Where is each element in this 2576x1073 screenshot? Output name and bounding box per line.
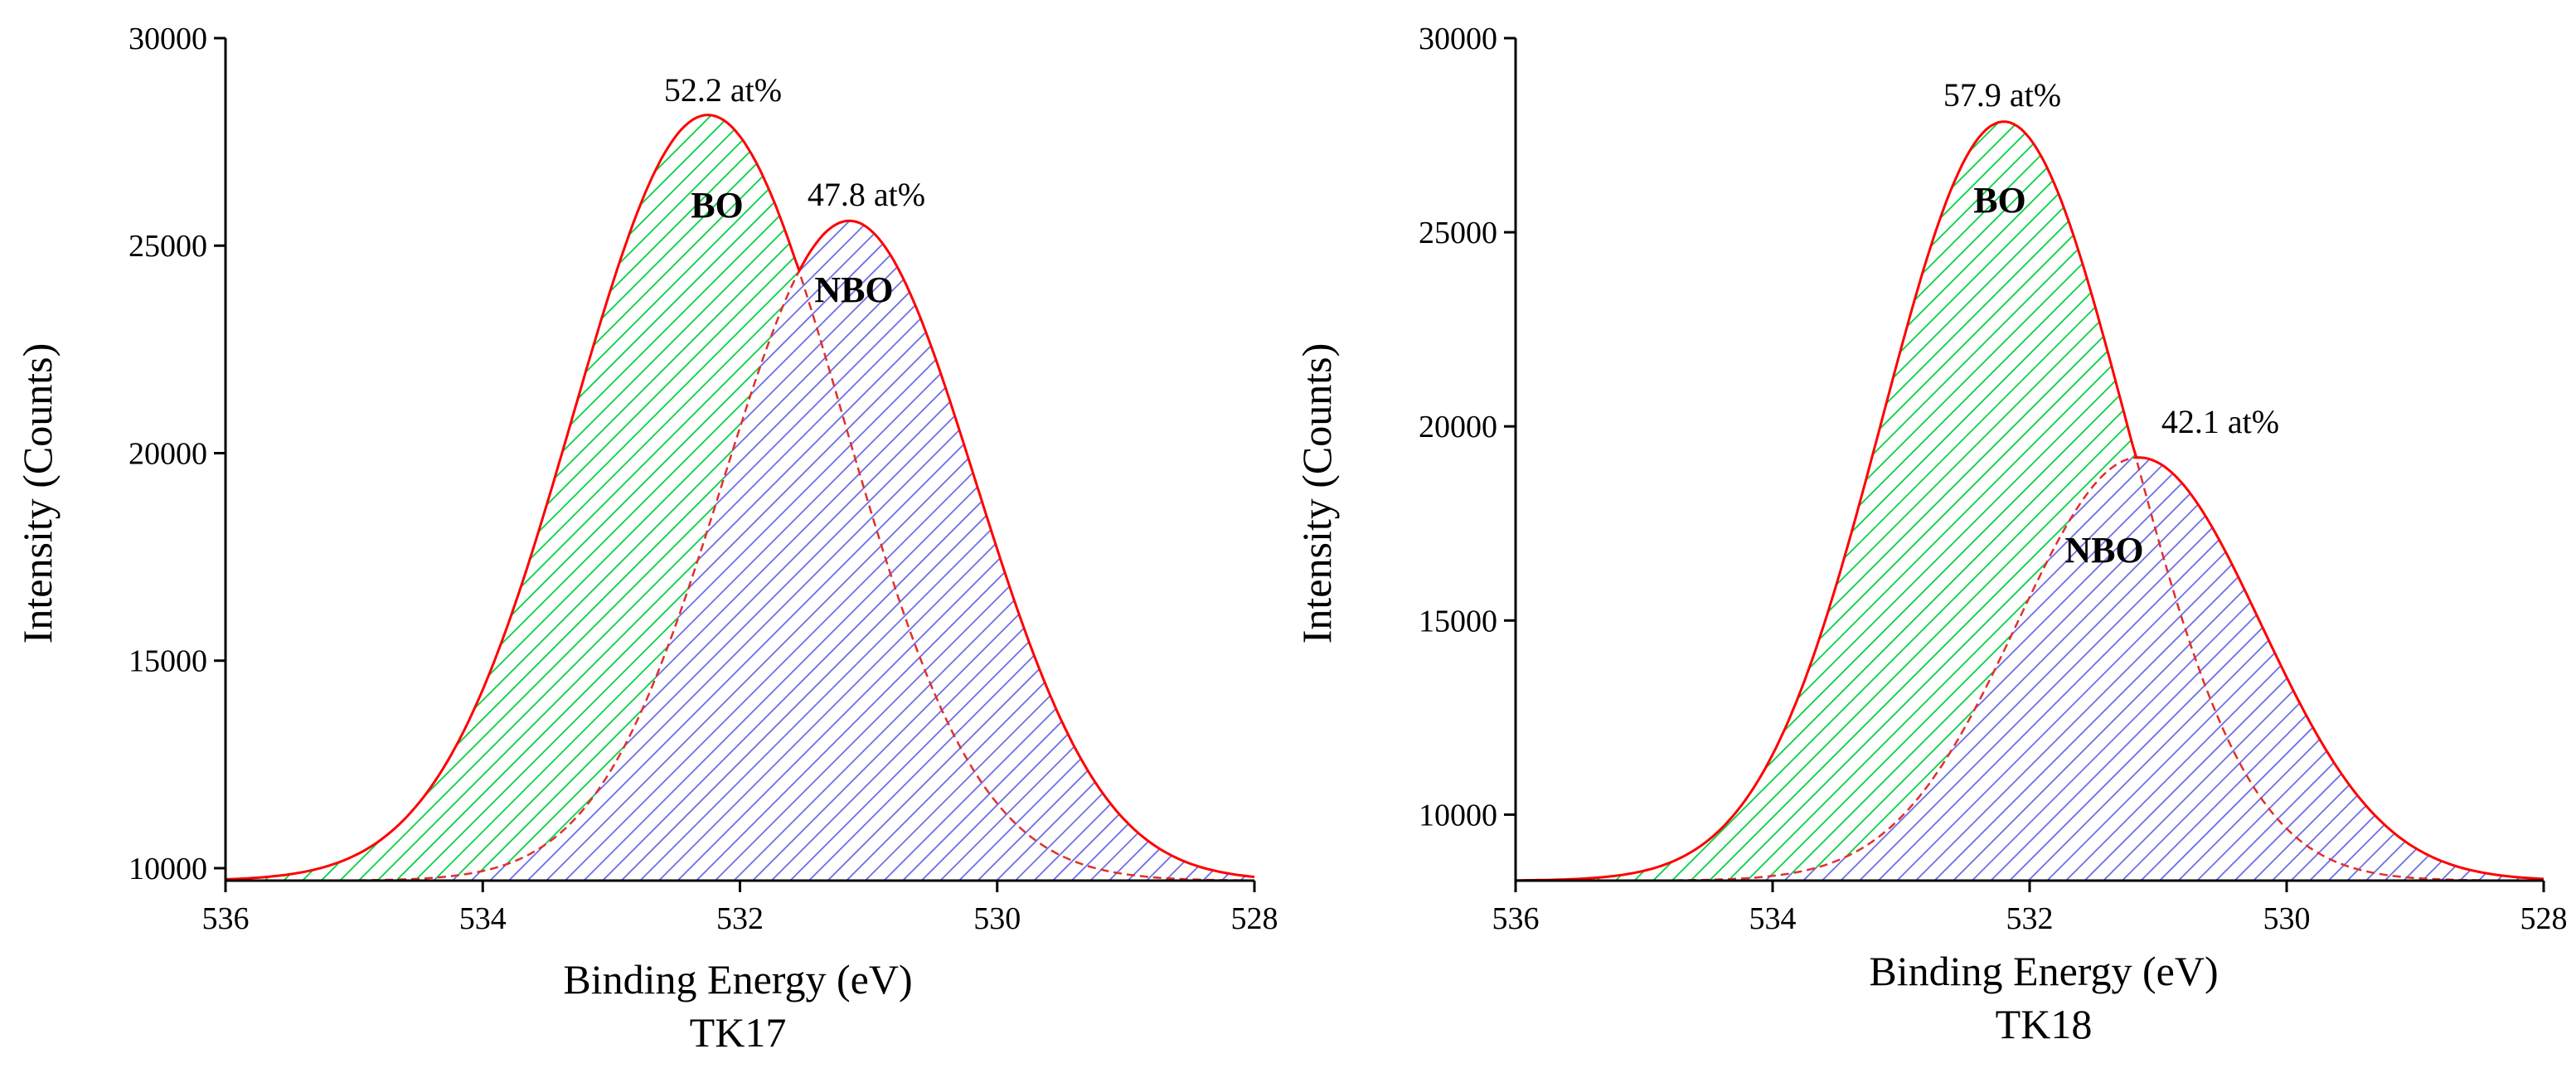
y-axis-label: Intensity (Counts) <box>1293 343 1340 643</box>
chart-tk18: 10000 15000 20000 25000 30000 536 534 532 530 528… <box>1293 22 2568 1047</box>
nbo-peak-label: NBO <box>2064 530 2143 570</box>
axes: 10000 15000 20000 25000 30000 536 534 532 530 528 <box>129 22 1278 936</box>
y-tick-label: 15000 <box>129 644 207 679</box>
y-tick-label: 10000 <box>129 852 207 886</box>
x-tick-label: 528 <box>1231 901 1278 936</box>
envelope-line <box>1516 120 2544 882</box>
envelope-line <box>225 114 1255 881</box>
x-tick-label: 536 <box>1492 901 1540 936</box>
nbo-peak-area <box>1516 457 2544 881</box>
nbo-fraction-label: 47.8 at% <box>808 176 925 213</box>
x-tick-label: 528 <box>2520 901 2568 936</box>
y-tick-label: 15000 <box>1419 604 1497 638</box>
x-tick-label: 530 <box>2263 901 2311 936</box>
labels: Intensity (Counts) Binding Energy (eV) T… <box>14 71 925 1056</box>
nbo-fraction-label: 42.1 at% <box>2161 403 2279 440</box>
peak-curves <box>225 114 1255 882</box>
bo-peak-area <box>1516 121 2544 881</box>
chart-title: TK18 <box>1996 1001 2093 1047</box>
bo-fraction-label: 52.2 at% <box>664 71 782 109</box>
x-tick-label: 536 <box>202 901 250 936</box>
labels: Intensity (Counts) Binding Energy (eV) T… <box>1293 76 2279 1047</box>
bo-peak-label: BO <box>691 185 744 226</box>
peak-curves <box>1516 120 2544 882</box>
bo-peak-label: BO <box>1973 180 2026 221</box>
x-tick-label: 534 <box>1749 901 1797 936</box>
peak-fills <box>226 114 1254 881</box>
chart-title: TK17 <box>690 1009 787 1056</box>
nbo-peak-label: NBO <box>814 269 893 310</box>
axes: 10000 15000 20000 25000 30000 536 534 532 530 528 <box>1419 22 2568 936</box>
y-tick-label: 30000 <box>129 22 207 56</box>
nbo-peak-area <box>226 221 1254 881</box>
y-tick-label: 20000 <box>129 436 207 471</box>
y-tick-label: 25000 <box>1419 216 1497 250</box>
y-tick-label: 25000 <box>129 229 207 264</box>
chart-tk17: 10000 15000 20000 25000 30000 536 534 532 530 528… <box>14 22 1278 1056</box>
y-tick-label: 30000 <box>1419 22 1497 56</box>
peak-fills <box>1516 121 2544 881</box>
x-tick-label: 532 <box>716 901 764 936</box>
y-tick-label: 20000 <box>1419 410 1497 444</box>
bo-fraction-label: 57.9 at% <box>1943 76 2061 114</box>
y-tick-label: 10000 <box>1419 798 1497 833</box>
y-axis-label: Intensity (Counts) <box>14 343 61 643</box>
x-tick-label: 532 <box>2006 901 2054 936</box>
x-tick-label: 534 <box>459 901 507 936</box>
x-axis-label: Binding Energy (eV) <box>1869 948 2218 994</box>
x-axis-label: Binding Energy (eV) <box>563 956 912 1003</box>
x-tick-label: 530 <box>973 901 1021 936</box>
